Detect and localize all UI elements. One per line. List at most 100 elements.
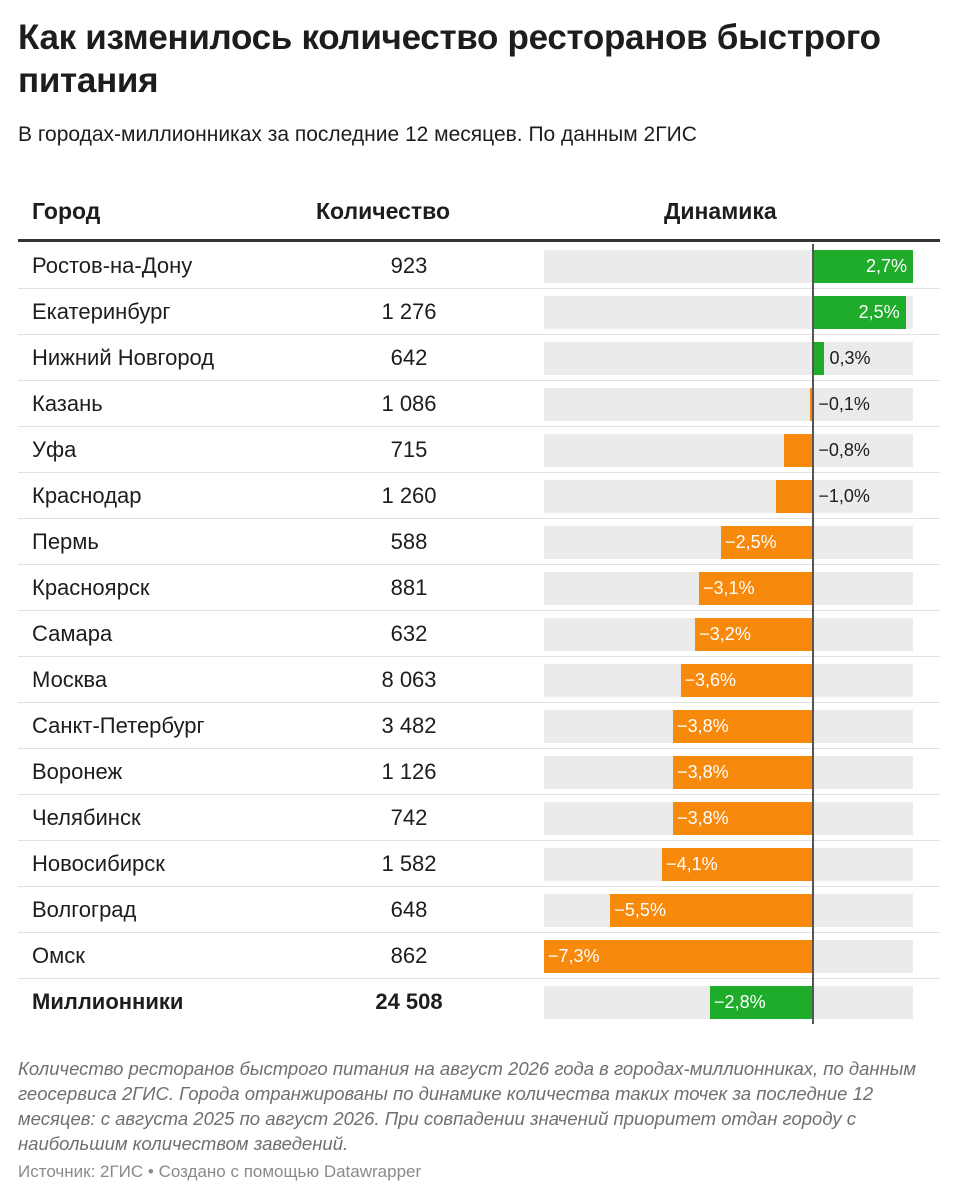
city-name: Ростов-на-Дону: [32, 253, 193, 278]
dynamics-label: 0,3%: [829, 348, 871, 368]
restaurant-count: 715: [390, 437, 428, 462]
restaurant-count: 1 582: [381, 851, 437, 876]
dynamics-bar[interactable]: [721, 526, 814, 559]
row-divider: [18, 426, 940, 427]
zero-axis-line: [812, 244, 815, 1024]
dynamics-bar[interactable]: [809, 388, 814, 421]
dynamics-label: 2,5%: [858, 302, 900, 322]
city-name: Челябинск: [32, 805, 141, 830]
dynamics-bar[interactable]: [662, 848, 814, 881]
city-name: Омск: [32, 943, 85, 968]
bar-track: −5,5%: [544, 894, 913, 927]
bar-track: −3,8%: [544, 756, 913, 789]
dynamics-bar[interactable]: [673, 710, 814, 743]
city-name: Санкт-Петербург: [32, 713, 205, 738]
bar-track: −0,1%: [544, 388, 913, 421]
city-name: Уфа: [32, 437, 77, 462]
dynamics-bar[interactable]: [544, 940, 814, 973]
bar-track: −3,8%: [544, 802, 913, 835]
table-row: Самара 632 −3,2%: [18, 611, 940, 657]
row-divider: [18, 472, 940, 473]
row-divider: [18, 380, 940, 381]
city-name: Пермь: [32, 529, 99, 554]
city-name: Красноярск: [32, 575, 150, 600]
dynamics-label: −0,1%: [818, 394, 870, 414]
chart-source: Источник: 2ГИС • Создано с помощью Dataw…: [18, 1162, 422, 1181]
bar-track: −1,0%: [544, 480, 913, 513]
column-header-dynamics[interactable]: Динамика: [664, 198, 777, 224]
restaurant-count: 742: [390, 805, 428, 830]
restaurant-count: 642: [390, 345, 428, 370]
dynamics-bar[interactable]: [813, 342, 825, 375]
restaurant-count: 3 482: [381, 713, 437, 738]
dynamics-bar[interactable]: [813, 296, 906, 329]
restaurant-count: 1 086: [381, 391, 437, 416]
table-total-row: Миллионники 24 508 −2,8%: [18, 979, 940, 1025]
bar-track: 2,7%: [544, 250, 913, 283]
dynamics-label: −2,8%: [714, 992, 766, 1012]
dynamics-bar[interactable]: [776, 480, 814, 513]
restaurant-count: 8 063: [381, 667, 437, 692]
table-row: Новосибирск 1 582 −4,1%: [18, 841, 940, 887]
column-header-count[interactable]: Количество: [316, 198, 451, 224]
table-row: Москва 8 063 −3,6%: [18, 657, 940, 703]
restaurant-count: 24 508: [375, 989, 443, 1014]
table-row: Екатеринбург 1 276 2,5%: [18, 289, 940, 335]
city-name: Волгоград: [32, 897, 137, 922]
row-divider: [18, 518, 940, 519]
city-name: Самара: [32, 621, 113, 646]
dynamics-bar[interactable]: [673, 756, 814, 789]
row-divider: [18, 656, 940, 657]
dynamics-label: −1,0%: [818, 486, 870, 506]
city-name: Екатеринбург: [32, 299, 171, 324]
dynamics-bar[interactable]: [610, 894, 814, 927]
city-name: Новосибирск: [32, 851, 165, 876]
table-row: Казань 1 086 −0,1%: [18, 381, 940, 427]
bar-track: 2,5%: [544, 296, 913, 329]
dynamics-label: −4,1%: [666, 854, 718, 874]
dynamics-label: 2,7%: [865, 256, 907, 276]
dynamics-bar[interactable]: [783, 434, 814, 467]
header-divider: [18, 239, 940, 242]
table-row: Уфа 715 −0,8%: [18, 427, 940, 473]
column-header-city[interactable]: Город: [32, 198, 101, 224]
bar-track: −3,8%: [544, 710, 913, 743]
dynamics-bar[interactable]: [673, 802, 814, 835]
row-divider: [18, 794, 940, 795]
dynamics-label: −3,8%: [677, 762, 729, 782]
dynamics-bar[interactable]: [695, 618, 814, 651]
restaurant-count: 648: [390, 897, 428, 922]
table-row: Пермь 588 −2,5%: [18, 519, 940, 565]
bar-track: −7,3%: [544, 940, 913, 973]
dynamics-label: −3,8%: [677, 808, 729, 828]
bar-track: −4,1%: [544, 848, 913, 881]
dynamics-bar[interactable]: [680, 664, 814, 697]
chart-note: Количество ресторанов быстрого питания н…: [18, 1058, 917, 1154]
dynamics-label: −3,2%: [699, 624, 751, 644]
city-name: Москва: [32, 667, 108, 692]
restaurant-count: 1 276: [381, 299, 437, 324]
restaurant-count: 923: [390, 253, 428, 278]
city-name: Краснодар: [32, 483, 142, 508]
dynamics-bar[interactable]: [710, 986, 814, 1019]
row-divider: [18, 932, 940, 933]
restaurant-count: 1 126: [381, 759, 437, 784]
restaurant-count: 862: [390, 943, 428, 968]
bar-track: −3,1%: [544, 572, 913, 605]
table-row: Санкт-Петербург 3 482 −3,8%: [18, 703, 940, 749]
table-row: Челябинск 742 −3,8%: [18, 795, 940, 841]
restaurant-count: 881: [390, 575, 428, 600]
city-name: Казань: [32, 391, 103, 416]
dynamics-bar[interactable]: [698, 572, 814, 605]
table-row: Нижний Новгород 642 0,3%: [18, 335, 940, 381]
restaurant-count: 632: [390, 621, 428, 646]
city-name: Нижний Новгород: [32, 345, 215, 370]
dynamics-label: −5,5%: [614, 900, 666, 920]
bar-track: −0,8%: [544, 434, 913, 467]
dynamics-bar[interactable]: [813, 250, 913, 283]
dynamics-label: −2,5%: [725, 532, 777, 552]
table-row: Волгоград 648 −5,5%: [18, 887, 940, 933]
chart-subtitle: В городах-миллионниках за последние 12 м…: [18, 123, 697, 146]
row-divider: [18, 978, 940, 979]
